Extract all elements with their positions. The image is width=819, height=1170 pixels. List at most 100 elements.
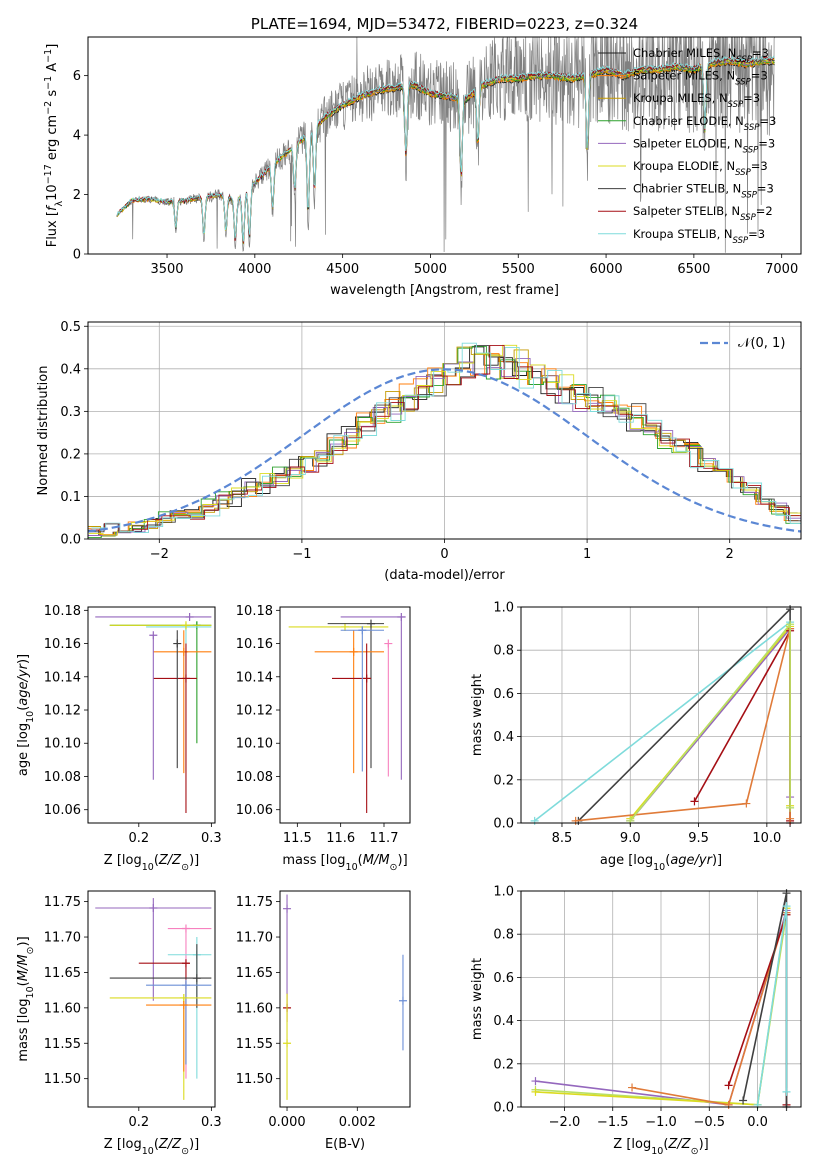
x-tick-label: 6500: [677, 262, 710, 277]
mass-weight-marker: [628, 1083, 637, 1092]
data-point-marker: [185, 612, 194, 621]
y-tick-label: 11.60: [44, 1001, 81, 1016]
y-tick-label: 0.3: [60, 405, 81, 420]
data-point-marker: [341, 622, 349, 631]
mass-vs-ebv-panel: 0.000 0.002 11.50 11.55 11.60 11.65 11.70 11.75…: [236, 890, 411, 1152]
data-point-marker: [181, 981, 190, 990]
x-tick-label: 0.000: [268, 1115, 305, 1130]
x-axis-label: (data-model)/error: [384, 568, 505, 583]
mass-weight-line: [577, 607, 791, 823]
y-tick-label: 11.70: [236, 931, 273, 946]
legend-label: 𝒩(0, 1): [738, 336, 785, 351]
y-tick-label: 10.06: [44, 803, 81, 818]
x-tick-label: 9.5: [688, 831, 709, 846]
x-tick-label: 6000: [590, 262, 623, 277]
x-tick-label: 9.0: [620, 831, 641, 846]
x-tick-label: 0.2: [128, 831, 149, 846]
y-axis-label: Normed distribution: [36, 366, 51, 496]
x-tick-label: 11.5: [283, 831, 312, 846]
x-tick-label: 2: [726, 547, 734, 562]
x-axis-label: Z [log10(Z/Z⊙)]: [613, 1137, 708, 1157]
y-tick-label: 0.0: [493, 1101, 514, 1116]
y-tick-label: 11.65: [44, 966, 81, 981]
legend-label: Salpeter ELODIE, NSSP=3: [633, 136, 775, 155]
mass-weight-marker: [531, 1087, 540, 1096]
x-tick-label: 0.002: [339, 1115, 376, 1130]
y-tick-label: 0.2: [493, 773, 514, 788]
x-tick-label: 11.6: [326, 831, 355, 846]
mass-weight-line: [534, 620, 791, 822]
y-tick-label: 6: [73, 69, 81, 84]
axes-frame: [279, 606, 411, 824]
y-tick-label: 0.1: [60, 490, 81, 505]
y-tick-label: 10.14: [44, 670, 81, 685]
age-vs-metallicity-panel: 0.2 0.3 10.06 10.08 10.10 10.12 10.14 10.16 10.1…: [16, 604, 222, 873]
y-tick-label: 0.8: [493, 928, 514, 943]
y-tick-label: 10.08: [236, 770, 273, 785]
x-tick-label: −1: [292, 547, 311, 562]
y-axis-label: mass [log10(M/M⊙)]: [16, 936, 36, 1061]
y-tick-label: 11.75: [236, 895, 273, 910]
y-tick-label: 0.8: [493, 644, 514, 659]
y-axis-label: mass weight: [470, 958, 485, 1040]
mass-weight-marker: [742, 799, 751, 808]
mass-vs-metallicity-panel: 0.2 0.3 11.50 11.55 11.60 11.65 11.70 11.75 Z [l…: [16, 890, 222, 1157]
y-tick-label: 2: [73, 188, 81, 203]
mass-weight-line: [742, 893, 788, 1107]
y-tick-label: 0.2: [493, 1057, 514, 1072]
legend-label: Chabrier ELODIE, NSSP=3: [633, 114, 776, 133]
data-point-marker: [181, 621, 190, 630]
axes-frame: [87, 890, 216, 1108]
y-tick-label: 10.14: [236, 670, 273, 685]
legend-label: Salpeter MILES, NSSP=3: [633, 69, 768, 88]
x-tick-label: 0.3: [201, 831, 222, 846]
spectrum-panel: 3500 4000 4500 5000 5500 6000 6500 7000 0 2 4 6 PLAT…: [43, 15, 802, 298]
y-tick-label: 1.0: [493, 885, 514, 900]
legend-label: Chabrier MILES, NSSP=3: [633, 46, 769, 65]
x-axis-label: age [log10(age/yr)]: [600, 853, 722, 873]
mass-weight-marker: [786, 803, 795, 812]
y-tick-label: 11.60: [236, 1001, 273, 1016]
x-tick-label: 10.0: [752, 831, 781, 846]
residual-histogram-step: [88, 353, 799, 536]
y-tick-label: 11.50: [44, 1072, 81, 1087]
y-axis-label: mass weight: [470, 674, 485, 756]
mass-weight-marker: [690, 797, 699, 806]
mass-weight-marker: [531, 1077, 540, 1086]
normal-distribution-curve: [87, 368, 802, 533]
x-tick-label: 0.2: [128, 1115, 149, 1130]
residual-histogram-step: [89, 345, 801, 533]
residual-histogram-step: [91, 342, 801, 534]
y-tick-label: 10.12: [236, 704, 273, 719]
x-tick-label: 5500: [502, 262, 535, 277]
data-point-marker: [179, 1001, 188, 1010]
model-spectrum-line: [116, 55, 775, 242]
y-tick-label: 0.0: [493, 817, 514, 832]
observed-spectrum-line: [116, 36, 775, 253]
data-point-marker: [149, 631, 158, 640]
legend-label: Chabrier STELIB, NSSP=3: [633, 182, 774, 201]
mass-weight-marker: [724, 1100, 733, 1109]
x-tick-label: 8.5: [552, 831, 573, 846]
data-point-marker: [397, 612, 406, 621]
y-tick-label: 11.55: [236, 1037, 273, 1052]
mass-weight-marker: [782, 889, 791, 898]
y-tick-label: 10.18: [44, 604, 81, 619]
mass-weight-vs-metallicity-panel: −2.0 −1.5 −1.0 −0.5 0.0 0.0 0.2 0.4 0.6 0.8 1.0 Z […: [470, 885, 802, 1157]
x-tick-label: 0.0: [747, 1115, 768, 1130]
data-point-marker: [362, 674, 371, 683]
mass-weight-marker: [782, 1087, 791, 1096]
y-tick-label: 0.5: [60, 320, 81, 335]
data-point-marker: [149, 903, 158, 912]
y-tick-label: 10.16: [236, 637, 273, 652]
data-point-marker: [349, 647, 358, 656]
data-point-marker: [358, 626, 367, 635]
x-tick-label: 1: [583, 547, 591, 562]
axes-frame: [520, 606, 802, 824]
axes-frame: [87, 36, 802, 255]
mass-weight-marker: [786, 605, 795, 614]
x-axis-label: wavelength [Angstrom, rest frame]: [330, 283, 559, 298]
x-tick-label: 5000: [414, 262, 447, 277]
y-axis-label: Flux [fλ10−17 erg cm−2 s−1 A−1]: [43, 44, 65, 248]
legend-label: Kroupa ELODIE, NSSP=3: [633, 159, 768, 178]
